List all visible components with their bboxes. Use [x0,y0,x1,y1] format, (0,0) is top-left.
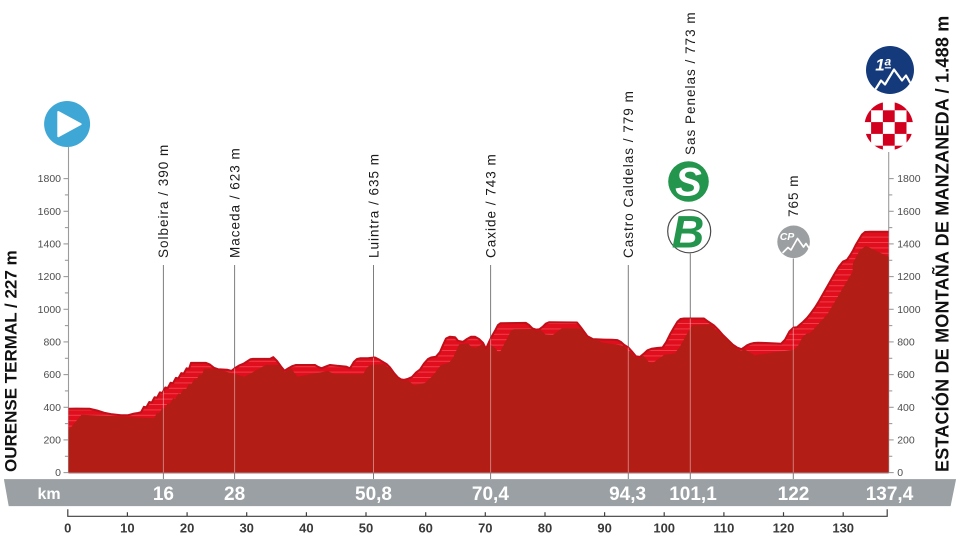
svg-text:50,8: 50,8 [355,484,392,505]
svg-text:1600: 1600 [897,206,921,218]
svg-text:110: 110 [713,521,734,536]
svg-text:ESTACIÓN DE MONTAÑA DE MANZANE: ESTACIÓN DE MONTAÑA DE MANZANEDA / 1.488… [932,16,953,472]
svg-text:1800: 1800 [897,173,921,185]
svg-text:200: 200 [43,435,61,447]
svg-text:1600: 1600 [38,206,62,218]
svg-text:400: 400 [43,402,61,414]
svg-text:130: 130 [832,521,854,536]
svg-text:600: 600 [897,369,915,381]
svg-text:0: 0 [64,521,71,536]
svg-text:0: 0 [55,467,61,479]
svg-text:600: 600 [43,369,61,381]
svg-text:400: 400 [897,402,915,414]
svg-text:1800: 1800 [38,173,62,185]
svg-text:70,4: 70,4 [472,484,509,505]
svg-text:1400: 1400 [897,239,921,251]
svg-text:80: 80 [538,521,552,536]
svg-text:28: 28 [224,484,245,505]
svg-text:1200: 1200 [897,271,921,283]
svg-text:60: 60 [418,521,432,536]
svg-text:30: 30 [239,521,253,536]
svg-text:Sas Penelas / 773 m: Sas Penelas / 773 m [683,11,698,155]
svg-text:101,1: 101,1 [669,484,717,505]
svg-text:94,3: 94,3 [609,484,646,505]
svg-text:10: 10 [120,521,134,536]
svg-text:137,4: 137,4 [866,484,914,505]
svg-text:765 m: 765 m [786,174,801,217]
svg-text:0: 0 [897,467,903,479]
svg-text:S: S [675,161,702,205]
svg-text:CP: CP [780,231,796,243]
svg-text:1: 1 [875,56,884,75]
svg-text:90: 90 [597,521,611,536]
svg-text:B: B [672,207,705,258]
svg-text:Solbeira / 390 m: Solbeira / 390 m [156,144,171,258]
svg-text:OURENSE TERMAL / 227 m: OURENSE TERMAL / 227 m [2,250,21,472]
svg-text:122: 122 [778,484,810,505]
svg-text:Maceda / 623 m: Maceda / 623 m [227,147,242,258]
svg-text:1200: 1200 [38,271,62,283]
svg-text:16: 16 [153,484,174,505]
svg-text:1000: 1000 [897,304,921,316]
svg-text:a: a [884,55,891,69]
svg-text:1000: 1000 [38,304,62,316]
svg-text:800: 800 [897,337,915,349]
svg-text:100: 100 [653,521,675,536]
svg-text:Caxide / 743 m: Caxide / 743 m [483,153,498,258]
svg-text:km: km [37,486,60,503]
svg-text:40: 40 [299,521,313,536]
svg-text:200: 200 [897,435,915,447]
svg-text:50: 50 [359,521,373,536]
svg-text:Castro Caldelas / 779 m: Castro Caldelas / 779 m [621,90,636,258]
svg-text:Luintra / 635 m: Luintra / 635 m [366,153,381,258]
svg-text:1400: 1400 [38,239,62,251]
svg-text:70: 70 [478,521,492,536]
svg-text:800: 800 [43,337,61,349]
svg-text:120: 120 [773,521,795,536]
svg-text:20: 20 [180,521,194,536]
